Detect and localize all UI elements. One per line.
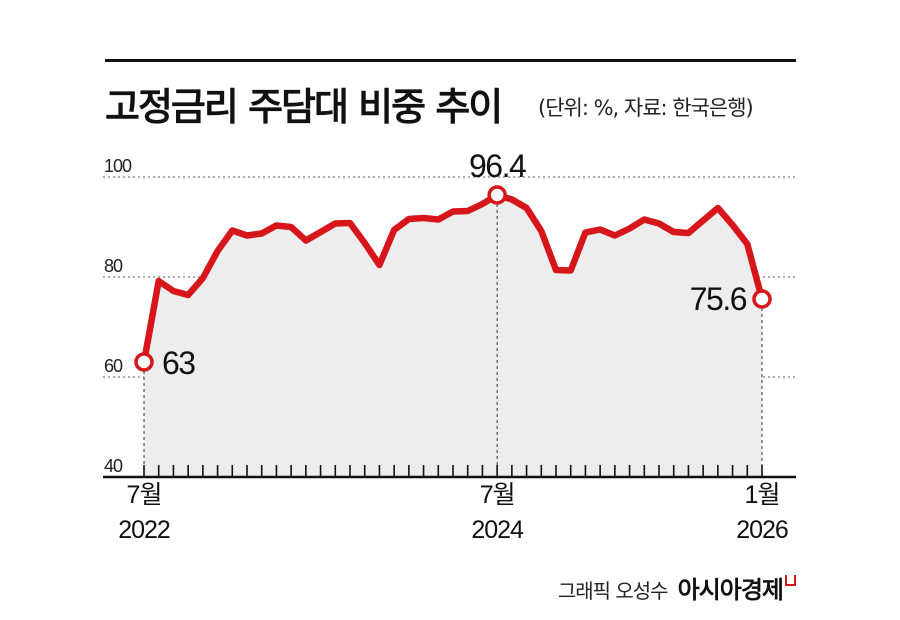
chart-subtitle: (단위: %, 자료: 한국은행) xyxy=(538,96,754,120)
brand-name: 아시아경제 xyxy=(677,576,784,604)
x-tick-label-month: 1월 xyxy=(745,481,780,509)
x-tick-label-year: 2022 xyxy=(118,516,170,544)
data-label: 63 xyxy=(162,345,195,381)
series-line xyxy=(140,191,766,366)
credit-author: 그래픽 오성수 xyxy=(557,579,669,603)
title-rule xyxy=(105,59,796,62)
y-tick-label: 100 xyxy=(104,156,132,176)
credit: 그래픽 오성수 아시아경제 xyxy=(558,570,796,605)
brand-mark-icon xyxy=(785,575,796,586)
y-tick-label: 60 xyxy=(104,356,123,376)
y-tick-label: 80 xyxy=(104,256,123,276)
x-tick-label-year: 2024 xyxy=(471,516,524,544)
brand-logo: 아시아경제 xyxy=(678,570,796,605)
x-tick-label-year: 2026 xyxy=(736,516,788,544)
data-label: 96.4 xyxy=(469,148,526,184)
x-tick-label-month: 7월 xyxy=(480,481,515,509)
chart-title: 고정금리 주담대 비중 추이 xyxy=(105,85,503,129)
area-fill xyxy=(144,195,762,477)
data-point-marker xyxy=(487,185,507,205)
x-tick-label-month: 7월 xyxy=(127,481,162,509)
data-point-marker xyxy=(752,289,772,309)
data-label: 75.6 xyxy=(690,281,747,317)
y-tick-label: 40 xyxy=(104,456,123,476)
data-point-marker xyxy=(134,352,154,372)
